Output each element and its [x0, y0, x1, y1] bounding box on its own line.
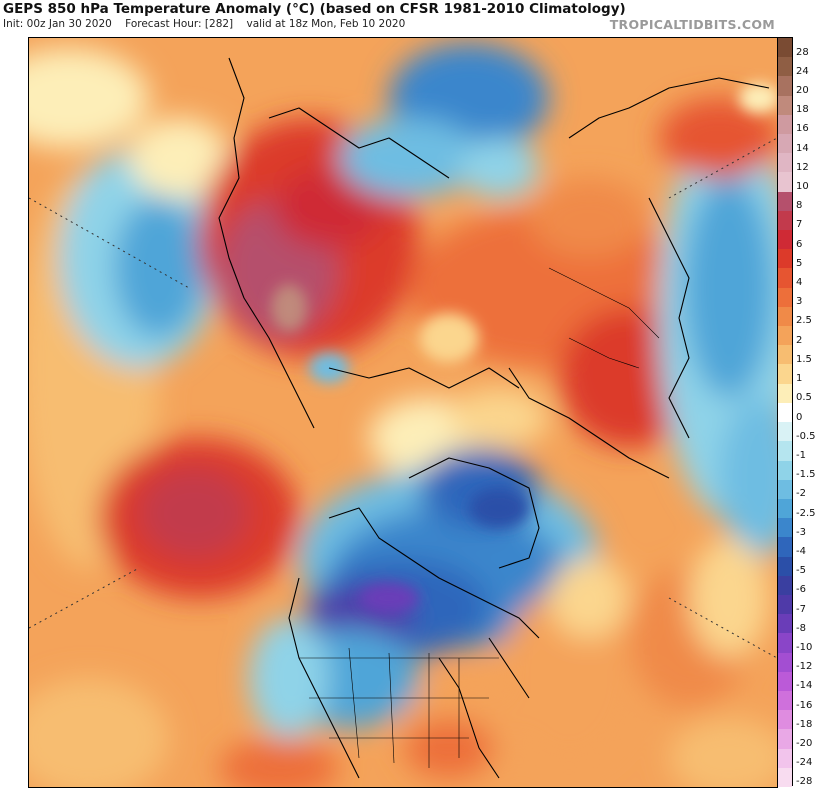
- legend-swatch: [778, 172, 792, 193]
- legend-swatch: [778, 287, 792, 308]
- legend-label: 6: [796, 238, 803, 250]
- legend-swatch: [778, 38, 792, 58]
- legend-label: -0.5: [796, 430, 816, 442]
- legend-swatch: [778, 633, 792, 654]
- legend-swatch: [778, 134, 792, 154]
- legend-label: 16: [796, 123, 809, 135]
- legend-swatch: [778, 306, 792, 327]
- legend-label: 2: [796, 334, 803, 346]
- legend-label: 14: [796, 142, 809, 154]
- legend-label: -4: [796, 545, 806, 557]
- legend-label: 20: [796, 85, 809, 96]
- legend-label: 28: [796, 46, 809, 58]
- init-time: Init: 00z Jan 30 2020: [3, 18, 112, 30]
- us-state-borders: [299, 267, 660, 768]
- lat-lon-lines: [29, 137, 777, 659]
- legend-swatch: [778, 230, 792, 250]
- legend-label: 2.5: [796, 315, 812, 327]
- legend-label: -5: [796, 565, 806, 577]
- legend-swatch: [778, 748, 792, 769]
- legend-swatch: [778, 210, 792, 231]
- legend-swatch: [778, 556, 792, 577]
- legend-swatch: [778, 479, 792, 500]
- site-brand: TROPICALTIDBITS.COM: [609, 17, 775, 32]
- map-title: GEPS 850 hPa Temperature Anomaly (°C) (b…: [3, 1, 626, 17]
- legend-swatch: [778, 671, 792, 692]
- legend-swatch: [778, 518, 792, 538]
- anomaly-map: [28, 37, 778, 788]
- legend-label: 18: [796, 104, 809, 116]
- valid-time: valid at 18z Mon, Feb 10 2020: [246, 18, 406, 30]
- legend-swatch: [778, 575, 792, 596]
- legend-label: -12: [796, 661, 813, 673]
- legend-label: 24: [796, 65, 809, 77]
- legend-label: -7: [796, 603, 806, 615]
- legend-swatch: [778, 76, 792, 97]
- legend-label: -16: [796, 699, 813, 711]
- legend-label: -14: [796, 680, 813, 692]
- legend-swatch: [778, 729, 792, 750]
- legend-label: 7: [796, 219, 803, 231]
- legend-swatch: [778, 249, 792, 269]
- legend-swatch: [778, 710, 792, 730]
- legend-swatch: [778, 402, 792, 423]
- legend-swatch: [778, 153, 792, 173]
- legend-label: -18: [796, 718, 813, 730]
- legend-label: 10: [796, 181, 809, 193]
- legend-label: 0.5: [796, 392, 812, 404]
- legend-swatch: [778, 326, 792, 346]
- legend-label: -2: [796, 488, 806, 500]
- legend-swatch: [778, 95, 792, 116]
- legend-swatch: [778, 114, 792, 135]
- legend-label: -24: [796, 757, 813, 769]
- color-legend: [777, 37, 793, 788]
- legend-label: -1: [796, 449, 806, 461]
- legend-swatch: [778, 767, 792, 788]
- legend-label: 3: [796, 296, 803, 308]
- forecast-hour: Forecast Hour: [282]: [125, 18, 234, 30]
- legend-label: 4: [796, 277, 803, 289]
- legend-swatch: [778, 345, 792, 365]
- legend-swatch: [778, 652, 792, 673]
- legend-swatch: [778, 690, 792, 711]
- legend-label: -3: [796, 526, 806, 538]
- legend-swatch: [778, 614, 792, 634]
- legend-label: -2.5: [796, 507, 816, 519]
- legend-swatch: [778, 460, 792, 481]
- legend-label: -8: [796, 622, 806, 634]
- legend-swatch: [778, 268, 792, 289]
- coastlines: [218, 57, 770, 779]
- legend-label: -6: [796, 584, 806, 596]
- legend-label: 8: [796, 200, 803, 212]
- legend-label: 0: [796, 411, 803, 423]
- legend-swatch: [778, 383, 792, 404]
- anomaly-map-svg: [29, 38, 777, 787]
- legend-swatch: [778, 57, 792, 77]
- legend-label: 1: [796, 373, 803, 385]
- legend-label: -20: [796, 737, 813, 749]
- legend-label: 1.5: [796, 353, 812, 365]
- legend-label: 5: [796, 257, 803, 269]
- legend-swatch: [778, 498, 792, 519]
- legend-label: -1.5: [796, 469, 816, 481]
- map-subtitle: Init: 00z Jan 30 2020 Forecast Hour: [28…: [3, 18, 415, 30]
- legend-label: -10: [796, 641, 813, 653]
- legend-label: 12: [796, 161, 809, 173]
- legend-swatch: [778, 537, 792, 558]
- legend-swatch: [778, 191, 792, 212]
- legend-swatch: [778, 594, 792, 615]
- legend-label: -28: [796, 776, 813, 788]
- legend-swatch: [778, 422, 792, 442]
- legend-swatch: [778, 364, 792, 385]
- legend-swatch: [778, 441, 792, 461]
